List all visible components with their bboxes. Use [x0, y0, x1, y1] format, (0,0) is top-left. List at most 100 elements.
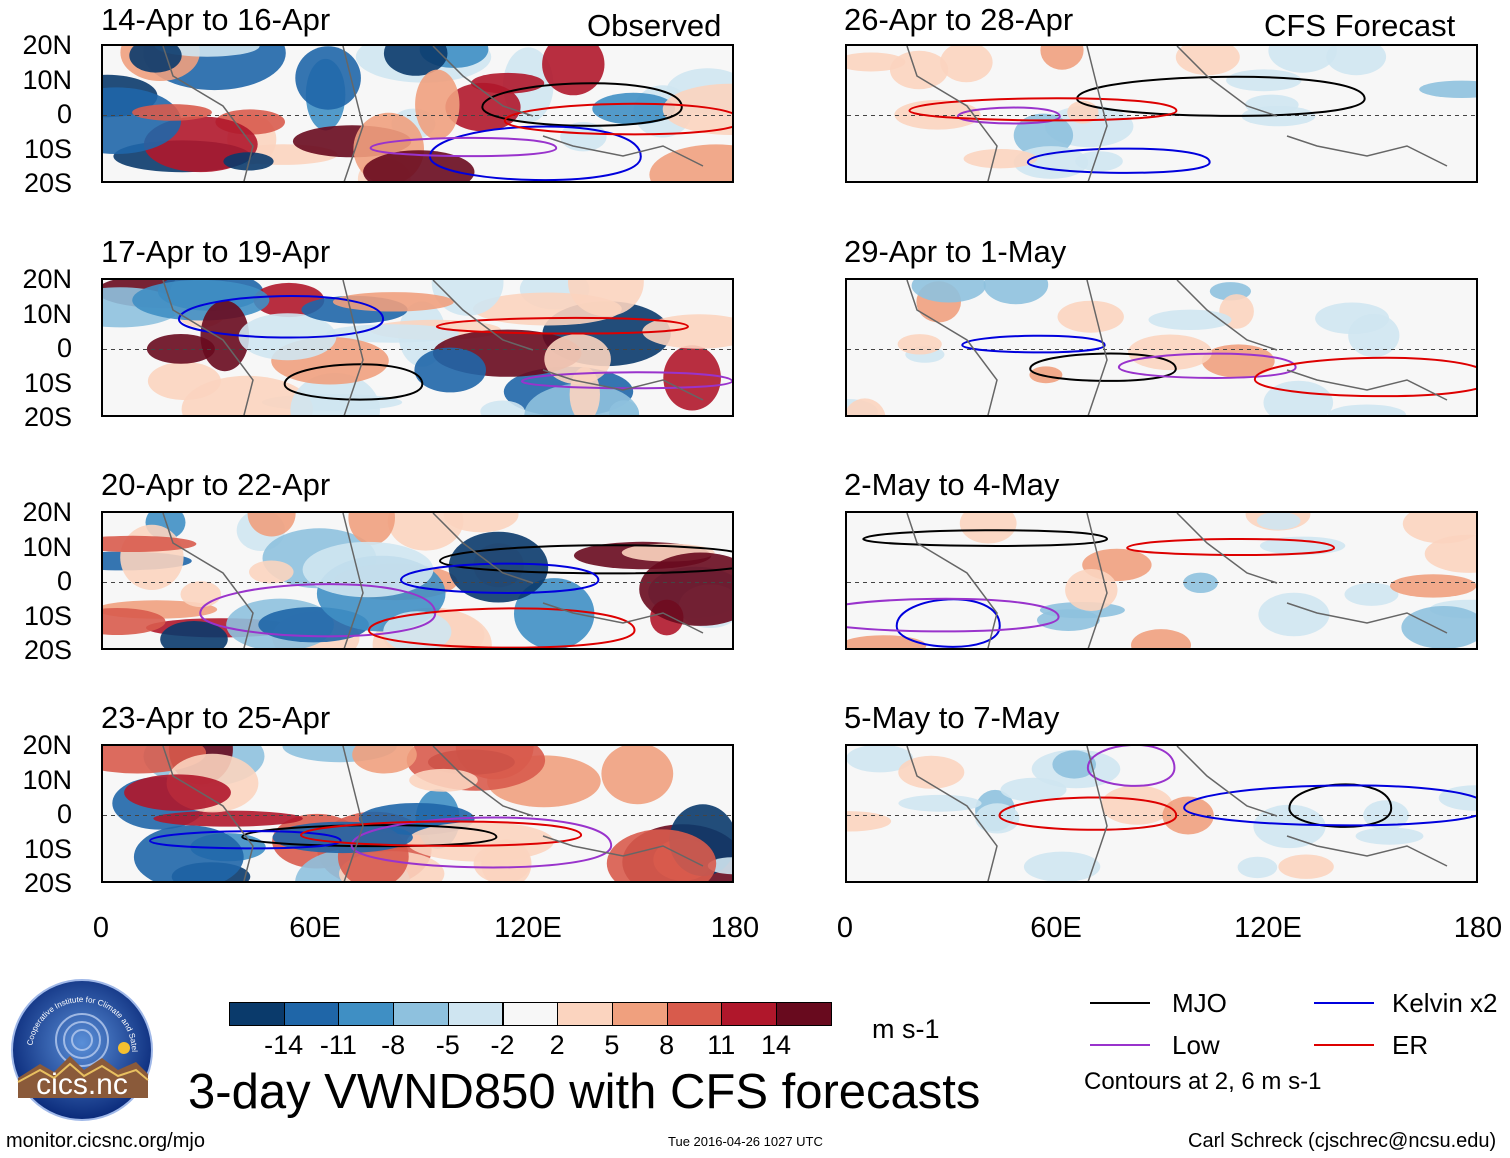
contour-mjo — [241, 824, 498, 848]
lat-tick-row4-0: 0 — [56, 799, 72, 829]
logo-text: cics.nc — [36, 1068, 128, 1101]
lon-tick-fcst-120e: 120E — [1234, 912, 1302, 944]
anomaly-shading — [1401, 606, 1476, 648]
anomaly-shading — [847, 398, 886, 415]
anomaly-shading — [1237, 856, 1278, 879]
colorbar-swatch — [338, 1002, 395, 1026]
colorbar-swatch — [721, 1002, 777, 1026]
panel-fcst-2 — [845, 278, 1478, 417]
observed-title: Observed — [587, 8, 722, 43]
panel-title-fcst-3: 2-May to 4-May — [844, 467, 1060, 502]
anomaly-shading — [1259, 536, 1346, 555]
contour-er — [908, 97, 1178, 122]
lat-tick-row3-10n: 10N — [22, 531, 72, 562]
colorbar-label: 11 — [707, 1030, 736, 1060]
anomaly-shading — [133, 825, 244, 881]
lat-tick-row3-10s: 10S — [23, 600, 72, 631]
lon-tick-obs-60e: 60E — [289, 912, 341, 944]
anomaly-shading — [592, 92, 676, 125]
anomaly-shading — [414, 347, 487, 393]
lat-tick-row2-20s: 20S — [23, 402, 72, 432]
anomaly-shading — [132, 280, 270, 321]
colorbar-label: -2 — [490, 1030, 515, 1060]
anomaly-shading — [1029, 366, 1063, 384]
colorbar-label: 5 — [604, 1030, 620, 1060]
anomaly-shading — [662, 83, 732, 135]
anomaly-shading — [1390, 574, 1476, 598]
anomaly-shading — [1175, 46, 1240, 76]
anomaly-shading — [352, 746, 417, 774]
anomaly-shading — [431, 280, 504, 316]
anomaly-shading — [1057, 300, 1124, 333]
anomaly-shading — [348, 513, 395, 545]
anomaly-shading — [1278, 854, 1334, 879]
anomaly-shading — [569, 367, 600, 415]
anomaly-shading — [120, 524, 184, 590]
anomaly-shading — [649, 144, 732, 181]
contour-low — [520, 371, 732, 390]
coastline — [906, 513, 1448, 648]
anomaly-shading — [1348, 313, 1400, 358]
contour-er — [367, 607, 636, 648]
lat-tick-row3-20n: 20N — [22, 497, 72, 527]
contour-kelvin-x2 — [399, 562, 600, 594]
contour-mjo — [1076, 75, 1366, 117]
panel-title-obs-1: 14-Apr to 16-Apr — [101, 2, 331, 37]
contour-kelvin-x2 — [148, 830, 342, 850]
lon-tick-fcst-0: 0 — [836, 912, 854, 944]
legend-line-low — [1090, 1044, 1150, 1046]
lat-tick-row2-10s: 10S — [23, 367, 72, 398]
anomaly-shading — [1419, 80, 1476, 98]
contour-kelvin-x2 — [428, 125, 642, 181]
contour-low — [1086, 746, 1176, 787]
lat-tick-row1-20s: 20S — [23, 168, 72, 198]
anomaly-shading — [1052, 750, 1096, 779]
panel-map — [103, 746, 732, 881]
anomaly-shading — [1065, 569, 1118, 611]
coastline — [162, 746, 704, 881]
contour-mjo — [1288, 783, 1393, 828]
panel-title-fcst-4: 5-May to 7-May — [844, 700, 1060, 735]
anomaly-shading — [103, 535, 197, 552]
panel-map — [847, 46, 1476, 181]
lat-tick-row3-20s: 20S — [23, 635, 72, 665]
contour-er — [1253, 356, 1476, 398]
anomaly-shading — [480, 400, 525, 415]
anomaly-shading — [1023, 851, 1101, 881]
anomaly-shading — [898, 794, 982, 812]
anomaly-shading — [302, 541, 434, 598]
contour-low — [369, 136, 558, 158]
anomaly-shading — [911, 280, 986, 303]
contour-low — [199, 583, 437, 638]
anomaly-shading — [363, 150, 475, 181]
anomaly-shading — [1013, 113, 1074, 157]
lat-tick-row2-20n: 20N — [22, 264, 72, 294]
panel-obs-3 — [101, 511, 734, 650]
panel-fcst-3 — [845, 511, 1478, 650]
lat-tick-row1-10n: 10N — [22, 64, 72, 95]
anomaly-shading — [326, 324, 460, 343]
anomaly-shading — [443, 513, 519, 533]
anomaly-shading — [247, 513, 296, 537]
anomaly-shading — [959, 513, 1017, 544]
anomaly-shading — [448, 531, 549, 603]
legend-label-mjo: MJO — [1172, 988, 1227, 1018]
coastline — [906, 46, 1448, 181]
panel-title-fcst-1: 26-Apr to 28-Apr — [844, 2, 1074, 37]
anomaly-shading — [153, 810, 303, 827]
anomaly-shading — [847, 811, 892, 832]
panel-title-obs-4: 23-Apr to 25-Apr — [101, 700, 331, 735]
anomaly-shading — [124, 774, 231, 811]
footer-url: monitor.cicsnc.org/mjo — [6, 1130, 205, 1152]
anomaly-shading — [890, 50, 949, 90]
anomaly-shading — [383, 611, 452, 648]
forecast-title: CFS Forecast — [1264, 8, 1456, 43]
panel-map — [103, 46, 732, 181]
anomaly-shading — [1037, 609, 1100, 631]
anomaly-shading — [1256, 513, 1301, 530]
colorbar-label: -5 — [435, 1030, 460, 1060]
anomaly-shading — [975, 803, 1020, 834]
legend-label-er: ER — [1392, 1030, 1429, 1060]
anomaly-shading — [103, 608, 166, 635]
anomaly-shading — [1148, 309, 1232, 330]
